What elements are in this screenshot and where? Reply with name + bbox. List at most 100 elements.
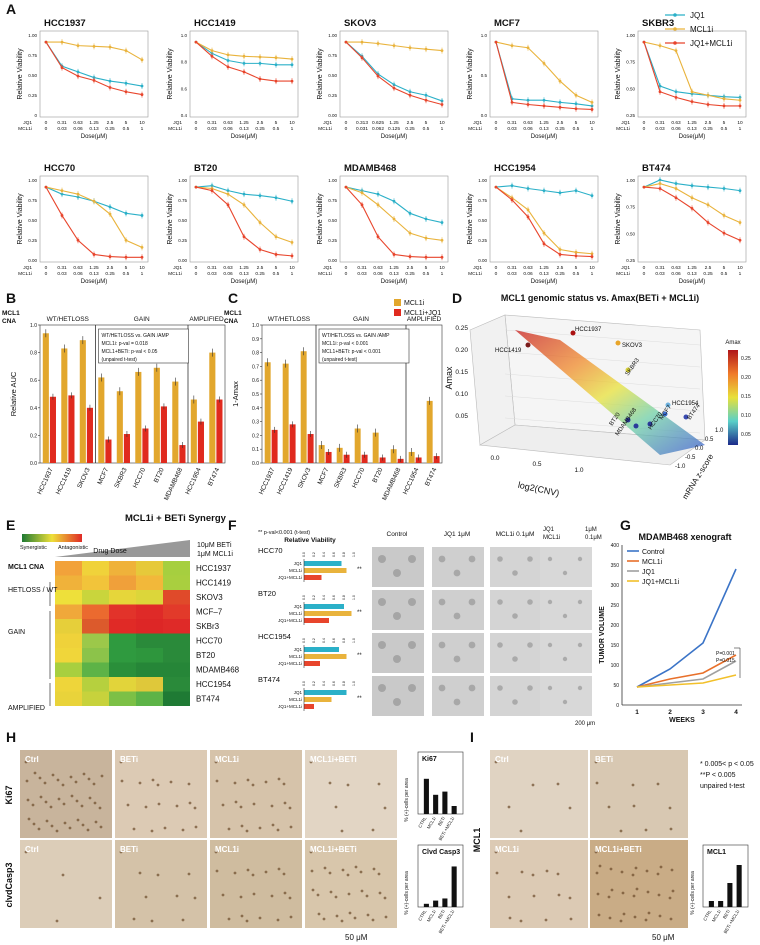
axis-tick: 0.4	[322, 638, 326, 643]
x-tick-jq1: 1.25	[539, 265, 549, 271]
heatmap-cell	[55, 604, 82, 619]
cell-cluster	[408, 598, 416, 606]
x-tick-jq1: 5	[275, 265, 278, 271]
series-line	[636, 568, 737, 688]
axis-tick: 0.6	[332, 595, 336, 600]
x-tick-jq1: 2.5	[705, 120, 712, 126]
stained-nucleus	[264, 780, 268, 784]
row-label: MCL1	[472, 828, 482, 853]
x-tick-jq1: 0.31	[207, 265, 217, 271]
colorbar-title: Amax	[725, 340, 740, 346]
y-tick-label: 0.75	[478, 198, 487, 203]
bar-mcl1i	[282, 363, 289, 463]
x-tick-mcl1i: 1	[591, 271, 594, 277]
heatmap-cell	[55, 575, 82, 590]
stained-nucleus	[87, 777, 91, 781]
row-label-mcl1i: MCL1i	[318, 126, 332, 132]
stained-nucleus	[70, 794, 74, 798]
bar-combo	[179, 445, 186, 463]
y-tick-label: 0.0	[481, 113, 488, 118]
significance-stars: **	[357, 696, 362, 702]
scatter-3d: MCL1 genomic status vs. Amax(BETi + MCL1…	[444, 293, 751, 501]
ihc-image	[115, 750, 207, 838]
stained-nucleus	[322, 917, 326, 921]
x-tick-mcl1i: 0.5	[721, 126, 728, 132]
y-tick-label: 200	[611, 623, 620, 629]
heatmap-cell	[82, 677, 109, 692]
x-tick-jq1: 0	[195, 120, 198, 126]
panel-letter: I	[470, 729, 474, 745]
data-point	[44, 185, 48, 189]
cell-cluster	[378, 641, 386, 649]
x-tick-jq1: 0.31	[57, 120, 67, 126]
image-label: Ctrl	[25, 755, 39, 764]
stained-nucleus	[227, 917, 231, 921]
stained-nucleus	[310, 869, 314, 873]
x-tick-label: 3	[701, 709, 705, 716]
bar-mcl1i	[390, 449, 397, 463]
row-label: MDAMB468	[196, 666, 240, 675]
stained-nucleus	[377, 872, 381, 876]
row-label: BT20	[196, 651, 216, 660]
x-tick-mcl1i: 0.25	[255, 126, 265, 132]
stained-nucleus	[288, 806, 292, 810]
stained-nucleus	[62, 802, 66, 806]
y-tick-label: 0.25	[626, 113, 635, 118]
y-tick-label: 1.0	[252, 323, 259, 329]
x-axis-label: WEEKS	[669, 717, 695, 724]
cell-line-label: BT474	[424, 467, 439, 488]
y-tick-label: 0.75	[626, 205, 635, 210]
cell-cluster	[453, 698, 461, 706]
stained-nucleus	[50, 824, 54, 828]
stained-nucleus	[221, 803, 225, 807]
heatmap-cell	[163, 619, 190, 634]
heatmap-cell	[163, 691, 190, 706]
x-tick-mcl1i: 0	[495, 126, 498, 132]
y-tick-label: 1.0	[481, 33, 488, 38]
x-tick-mcl1i: 0.25	[255, 271, 265, 277]
colorbar-tick: 0.25	[741, 356, 751, 362]
bar-label: MCL1i	[289, 611, 302, 616]
stained-nucleus	[635, 887, 639, 891]
stained-nucleus	[329, 890, 333, 894]
stained-nucleus	[598, 864, 602, 868]
x-axis-label: Dose(μM)	[381, 279, 407, 285]
heatmap-cell	[82, 575, 109, 590]
cell-cluster	[453, 655, 461, 663]
legend-marker	[673, 13, 677, 17]
bar-label: JQ1+MCL1i	[278, 704, 302, 709]
data-point	[494, 185, 498, 189]
stained-nucleus	[252, 892, 256, 896]
stained-nucleus	[670, 868, 674, 872]
row-label-jq1: JQ1	[621, 120, 630, 126]
stained-nucleus	[311, 888, 315, 892]
x-tick-jq1: 2.5	[557, 120, 564, 126]
category-label: CTRL	[417, 816, 427, 829]
stained-nucleus	[181, 828, 185, 832]
x-tick-jq1: 0.63	[223, 120, 233, 126]
micrograph	[372, 676, 424, 716]
x-tick-mcl1i: 0.5	[273, 271, 280, 277]
y-tick-label: 0.6	[30, 378, 37, 384]
stats-line: WT/HETLOSS vs. GAIN /AMP	[322, 333, 390, 339]
row-label-jq1: JQ1	[23, 120, 32, 126]
row-label-mcl1i: MCL1i	[18, 126, 32, 132]
stained-nucleus	[51, 773, 55, 777]
category-label: CTRL	[702, 909, 712, 922]
heatmap: MCL1i + BETi Synergy Synergistic Antagonis…	[8, 513, 240, 712]
group-label-part: HETLOSS / WT	[8, 587, 58, 594]
row-label-mcl1i: MCL1i	[168, 271, 182, 277]
stained-nucleus	[119, 850, 123, 854]
bar	[451, 866, 457, 907]
chart-title: MDAMB468	[344, 163, 396, 174]
stained-nucleus	[568, 896, 572, 900]
bar-combo	[86, 407, 93, 463]
viability-bar	[304, 575, 322, 580]
stained-nucleus	[151, 778, 155, 782]
x-tick-mcl1i: 0.06	[671, 126, 681, 132]
x-tick-jq1: 0	[495, 120, 498, 126]
image-label: MCL1i	[495, 845, 519, 854]
